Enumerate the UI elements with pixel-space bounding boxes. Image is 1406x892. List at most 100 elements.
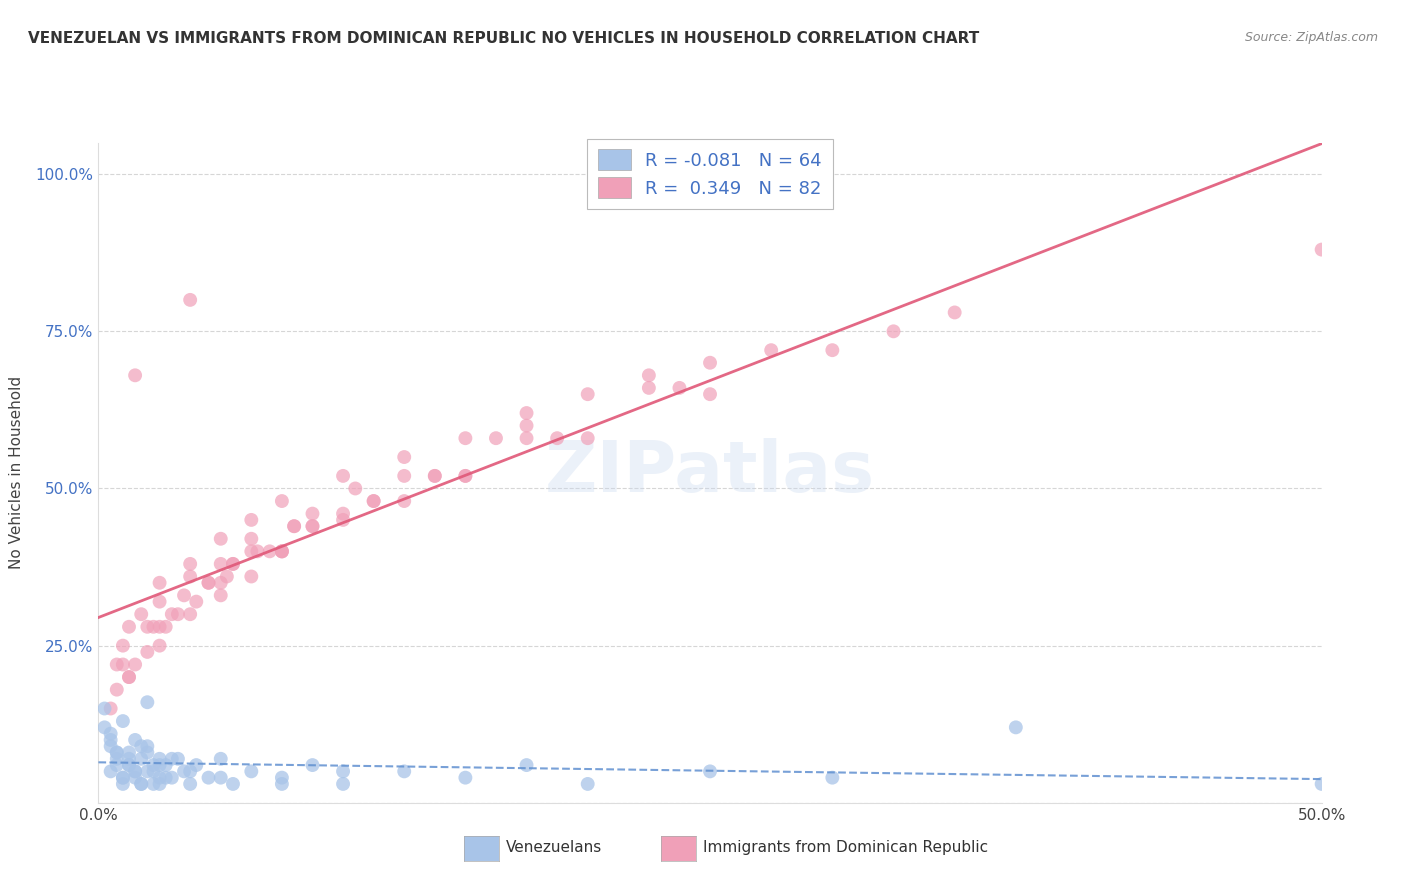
Text: Immigrants from Dominican Republic: Immigrants from Dominican Republic <box>703 840 988 855</box>
Point <box>637 368 661 383</box>
Point <box>454 431 477 445</box>
Point <box>222 777 245 791</box>
Text: VENEZUELAN VS IMMIGRANTS FROM DOMINICAN REPUBLIC NO VEHICLES IN HOUSEHOLD CORREL: VENEZUELAN VS IMMIGRANTS FROM DOMINICAN … <box>28 31 980 46</box>
Point <box>283 519 305 533</box>
Point <box>179 777 201 791</box>
Point <box>149 771 172 785</box>
Point <box>423 469 446 483</box>
Point <box>943 305 966 319</box>
Point <box>179 557 201 571</box>
Point <box>100 733 122 747</box>
Point <box>546 431 568 445</box>
Point <box>240 544 263 558</box>
Point <box>129 752 152 766</box>
Point <box>516 418 538 433</box>
Point <box>209 532 232 546</box>
Point <box>699 356 721 370</box>
Point <box>105 682 128 697</box>
Text: Source: ZipAtlas.com: Source: ZipAtlas.com <box>1244 31 1378 45</box>
Point <box>100 739 122 754</box>
Point <box>142 620 165 634</box>
Point <box>118 746 141 760</box>
Point <box>197 771 219 785</box>
Point <box>173 764 195 779</box>
Point <box>270 544 294 558</box>
Point <box>149 575 172 590</box>
Point <box>454 469 477 483</box>
Point <box>301 758 323 772</box>
Point <box>124 771 146 785</box>
Point <box>423 469 446 483</box>
Legend: R = -0.081   N = 64, R =  0.349   N = 82: R = -0.081 N = 64, R = 0.349 N = 82 <box>588 138 832 209</box>
Point <box>124 368 146 383</box>
Point <box>301 519 323 533</box>
Point <box>124 764 146 779</box>
Point <box>142 758 165 772</box>
Point <box>111 714 134 728</box>
Point <box>124 657 146 672</box>
Point <box>637 381 661 395</box>
Point <box>222 557 245 571</box>
Point <box>118 620 141 634</box>
Point <box>105 746 128 760</box>
Point <box>136 764 159 779</box>
Point <box>344 482 367 496</box>
Point <box>222 557 245 571</box>
Point <box>136 739 159 754</box>
Point <box>209 752 232 766</box>
Point <box>270 771 294 785</box>
Point <box>155 758 177 772</box>
Point <box>516 406 538 420</box>
Point <box>270 544 294 558</box>
Point <box>129 777 152 791</box>
Point <box>160 752 183 766</box>
Point <box>100 726 122 740</box>
Point <box>392 469 416 483</box>
Point <box>209 575 232 590</box>
Point <box>215 569 238 583</box>
Point <box>167 752 190 766</box>
Point <box>363 494 385 508</box>
Point <box>332 513 354 527</box>
Point <box>149 777 172 791</box>
Point <box>118 670 141 684</box>
Point <box>240 513 263 527</box>
Point <box>392 450 416 464</box>
Point <box>155 620 177 634</box>
Point <box>105 746 128 760</box>
Point <box>1310 243 1333 257</box>
Point <box>209 771 232 785</box>
Text: ZIPatlas: ZIPatlas <box>546 438 875 508</box>
Point <box>699 764 721 779</box>
Point <box>100 701 122 715</box>
Point <box>136 645 159 659</box>
Point <box>821 771 844 785</box>
Point <box>179 569 201 583</box>
Point <box>93 701 115 715</box>
Point <box>270 544 294 558</box>
Point <box>576 431 599 445</box>
Point <box>197 575 219 590</box>
Point <box>240 764 263 779</box>
Point <box>149 752 172 766</box>
Point <box>136 620 159 634</box>
Point <box>149 594 172 608</box>
Point <box>124 764 146 779</box>
Point <box>197 575 219 590</box>
Point <box>332 507 354 521</box>
Point <box>149 639 172 653</box>
Point <box>240 532 263 546</box>
Point <box>454 771 477 785</box>
Point <box>111 771 134 785</box>
Point <box>167 607 190 622</box>
Point <box>209 588 232 602</box>
Point <box>363 494 385 508</box>
Point <box>1004 720 1026 734</box>
Point <box>100 764 122 779</box>
Point <box>186 758 208 772</box>
Point <box>270 494 294 508</box>
Point <box>259 544 281 558</box>
Point <box>105 758 128 772</box>
Point <box>160 607 183 622</box>
Point <box>883 324 905 338</box>
